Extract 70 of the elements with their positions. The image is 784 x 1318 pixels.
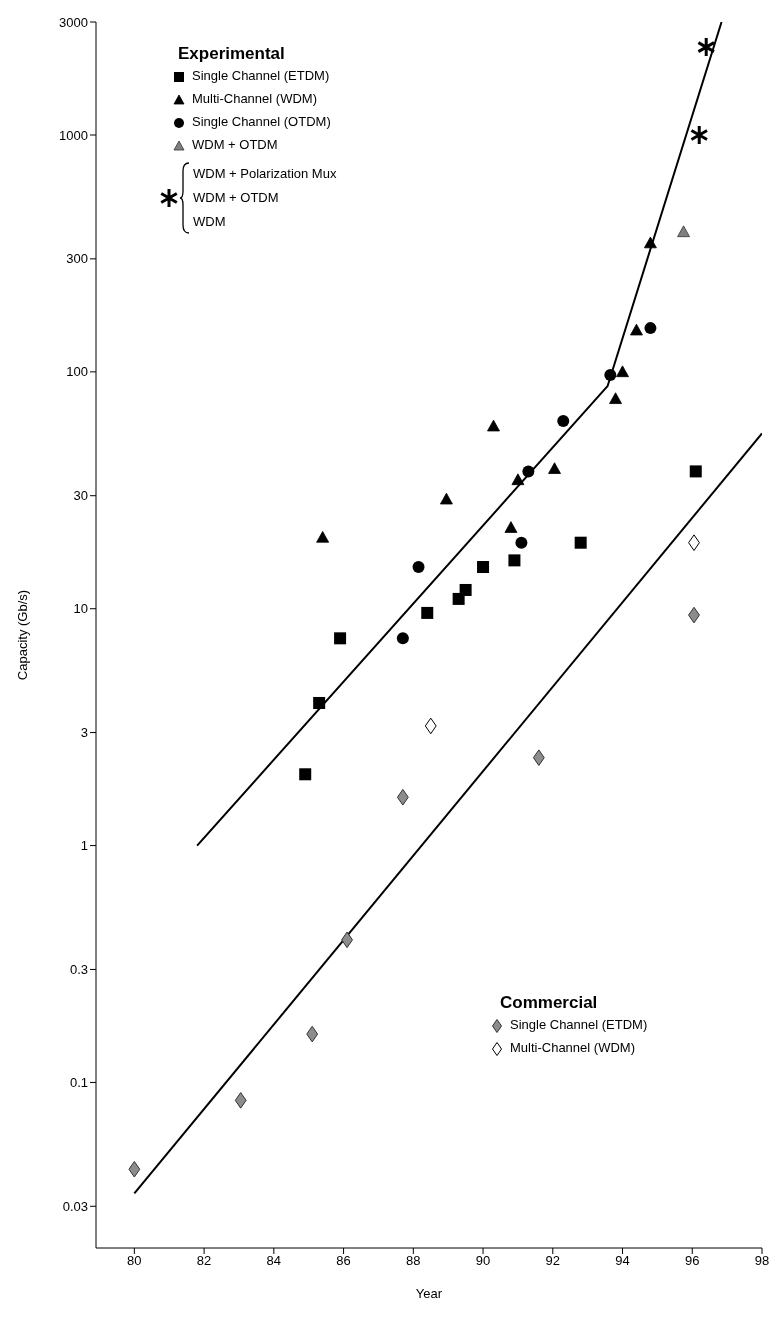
point — [313, 696, 326, 709]
x-tick-label: 88 — [406, 1253, 421, 1269]
y-tick-label: 3 — [80, 725, 88, 741]
point — [644, 322, 657, 335]
point — [128, 1160, 141, 1178]
point — [440, 492, 453, 505]
point — [677, 225, 690, 238]
point — [522, 465, 535, 478]
x-tick-label: 80 — [127, 1253, 142, 1269]
x-tick-label: 94 — [615, 1253, 630, 1269]
point — [316, 531, 330, 543]
point — [696, 36, 716, 58]
point — [548, 462, 561, 474]
point — [508, 554, 521, 567]
annotation: WDM + Polarization Mux — [193, 165, 337, 183]
point — [689, 465, 702, 478]
legend-label: Single Channel (OTDM) — [191, 114, 332, 132]
y-tick-label: 3000 — [59, 14, 88, 30]
legend-label: Single Channel (ETDM) — [509, 1017, 648, 1035]
y-tick-label: 1 — [80, 838, 88, 854]
legend-label: Multi-Channel (WDM) — [509, 1040, 636, 1058]
y-tick-label: 0.1 — [69, 1075, 88, 1091]
point — [459, 583, 472, 596]
annotation: WDM + OTDM — [193, 189, 280, 207]
y-tick-label: 10 — [73, 601, 88, 617]
point — [424, 717, 437, 735]
y-tick-label: 1000 — [59, 127, 88, 143]
point — [604, 369, 617, 381]
point — [396, 788, 409, 806]
point — [477, 561, 490, 574]
point — [688, 534, 700, 551]
point — [504, 521, 518, 533]
annotation: Commercial — [500, 993, 599, 1013]
point — [421, 606, 434, 619]
y-tick-label: 0.3 — [69, 962, 88, 978]
legend-title: Experimental — [178, 44, 286, 64]
x-tick-label: 92 — [545, 1253, 561, 1269]
x-tick-label: 96 — [685, 1253, 700, 1269]
y-tick-label: 30 — [73, 488, 88, 504]
point — [616, 365, 629, 378]
annotation: WDM — [193, 213, 227, 231]
point — [532, 749, 545, 766]
x-tick-label: 84 — [266, 1253, 282, 1269]
point — [234, 1092, 247, 1109]
point — [334, 632, 347, 645]
point — [574, 536, 587, 549]
x-tick-label: 98 — [754, 1253, 770, 1269]
x-tick-label: 90 — [475, 1253, 491, 1269]
point — [609, 392, 622, 404]
point — [557, 415, 570, 428]
y-tick-label: 0.03 — [62, 1198, 88, 1214]
point — [630, 323, 643, 336]
point — [515, 536, 528, 549]
point — [412, 561, 425, 574]
x-tick-label: 86 — [336, 1253, 351, 1269]
x-axis-title: Year — [415, 1286, 443, 1301]
point — [306, 1025, 319, 1043]
point — [644, 236, 657, 249]
point — [511, 473, 525, 486]
y-tick-label: 100 — [66, 364, 88, 380]
legend-label: Single Channel (ETDM) — [191, 68, 331, 86]
y-axis-title: Capacity (Gb/s) — [14, 589, 30, 681]
legend-label: Multi-Channel (WDM) — [191, 91, 318, 109]
y-tick-label: 300 — [66, 251, 88, 267]
legend-label: WDM + OTDM — [191, 137, 279, 155]
point — [299, 768, 312, 781]
point — [689, 124, 709, 146]
point — [396, 632, 409, 645]
point — [487, 419, 500, 432]
x-tick-label: 82 — [196, 1253, 212, 1269]
